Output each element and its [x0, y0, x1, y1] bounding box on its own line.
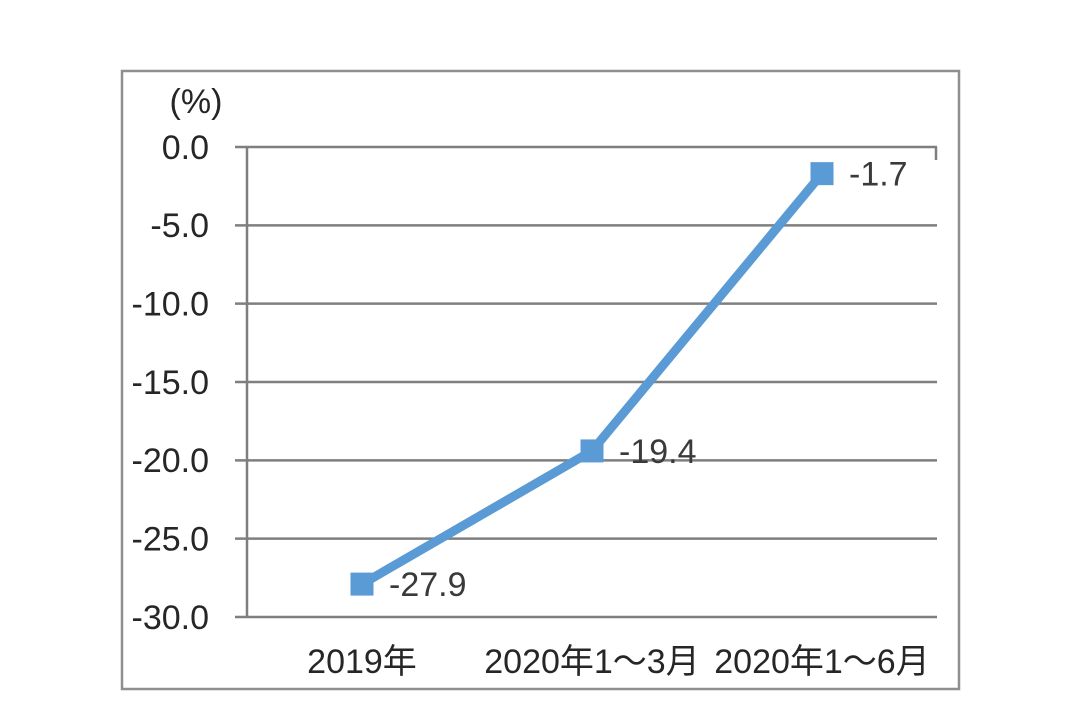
y-tick-label: -5.0 — [150, 207, 209, 245]
y-tick-label: -25.0 — [132, 521, 210, 559]
y-tick-label: 0.0 — [162, 129, 209, 167]
data-point-marker — [810, 162, 834, 186]
unit-label: (%) — [170, 83, 223, 121]
x-axis-label: 2020年1～3月 — [484, 643, 699, 681]
data-series-line — [359, 170, 826, 588]
data-point-label: -1.7 — [849, 156, 908, 194]
x-axis-label: 2020年1～6月 — [714, 643, 929, 681]
y-tick-label: -10.0 — [132, 286, 210, 324]
data-point-label: -27.9 — [389, 566, 467, 604]
chart-frame — [120, 69, 961, 691]
y-tick-label: -15.0 — [132, 364, 210, 402]
data-point-marker — [580, 439, 604, 463]
data-point-label: -19.4 — [619, 433, 697, 471]
y-tick-label: -30.0 — [132, 599, 210, 637]
y-tick-label: -20.0 — [132, 442, 210, 480]
x-axis-label: 2019年 — [307, 643, 417, 681]
data-point-marker — [350, 572, 374, 596]
